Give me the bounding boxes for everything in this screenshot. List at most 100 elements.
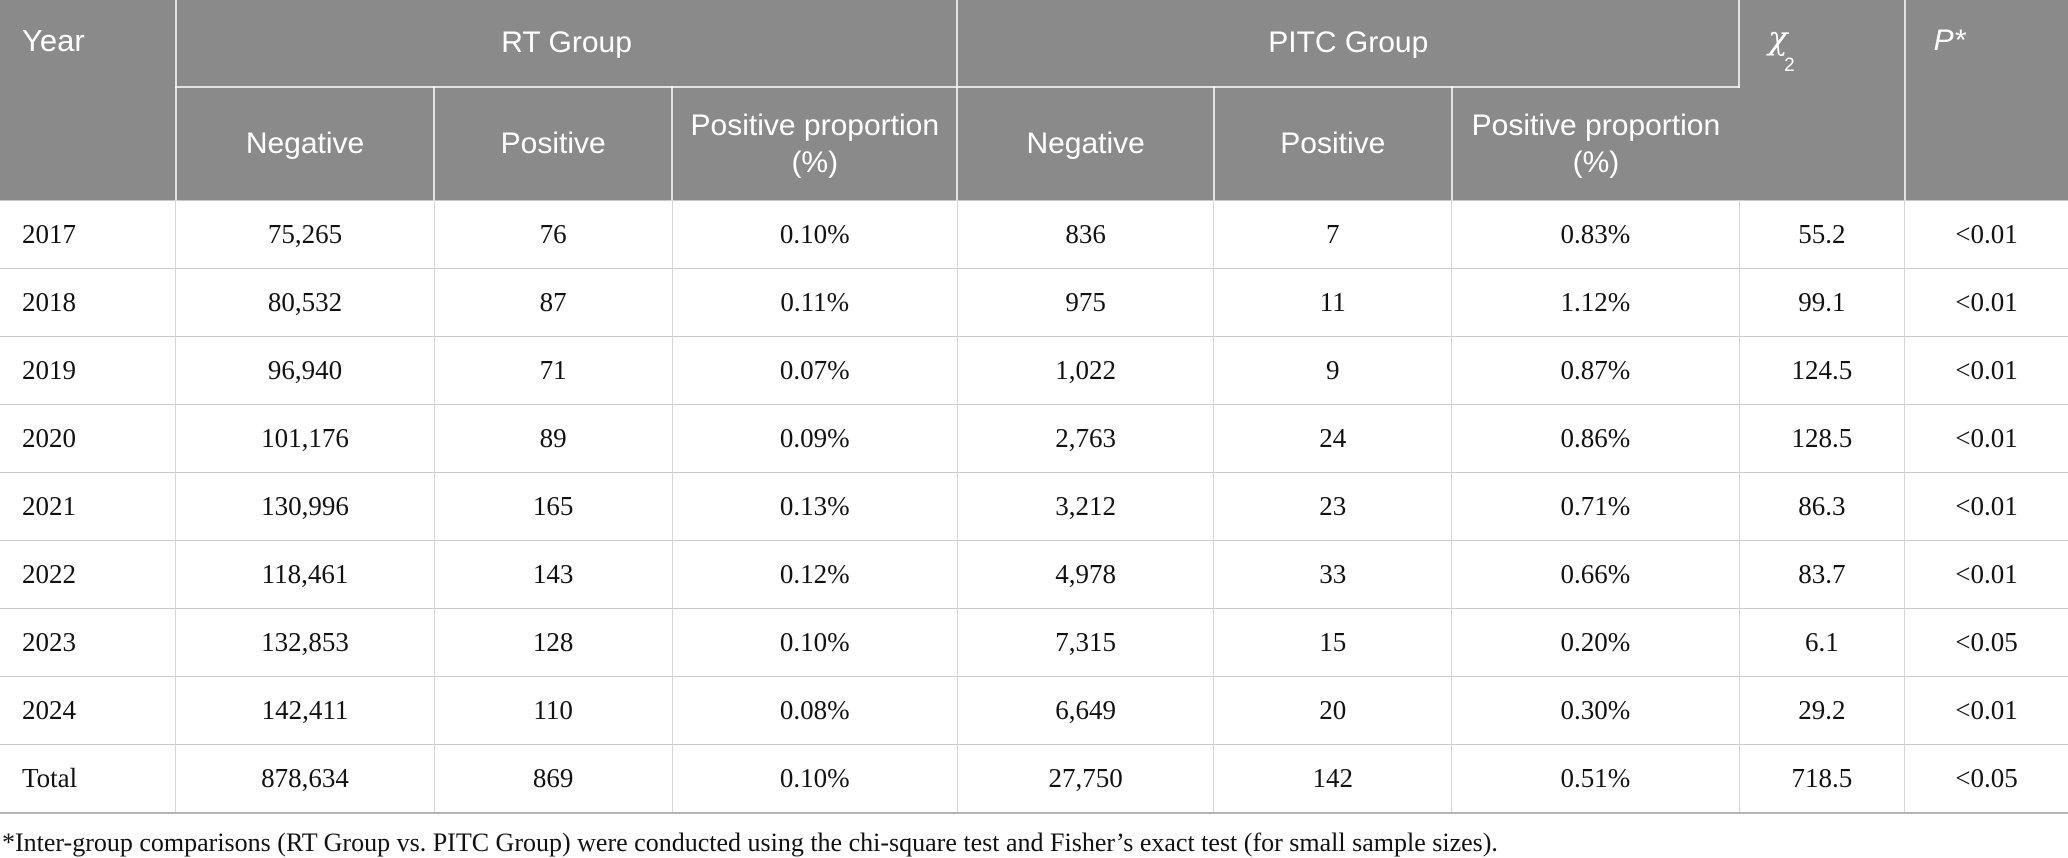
table-cell: 0.71% (1451, 472, 1740, 541)
year-cell: 2024 (0, 676, 177, 745)
table-cell: 86.3 (1739, 472, 1906, 541)
table-cell: <0.05 (1904, 744, 2068, 814)
table-row: 2019 96,940 71 0.07% 1,022 9 0.87% 124.5 <0.01 (0, 336, 2068, 405)
table-cell: 11 (1213, 268, 1453, 337)
table-row: 2023 132,853 128 0.10% 7,315 15 0.20% 6.1 <0.05 (0, 608, 2068, 677)
table-cell: 869 (434, 744, 673, 814)
table-row: 2020 101,176 89 0.09% 2,763 24 0.86% 128.5 <0.01 (0, 404, 2068, 473)
table-cell: 27,750 (957, 744, 1215, 814)
table-cell: 128.5 (1739, 404, 1906, 473)
year-cell: 2021 (0, 472, 177, 541)
table-cell: 75,265 (175, 200, 435, 269)
table-cell: 0.87% (1451, 336, 1740, 405)
year-cell: 2022 (0, 540, 177, 609)
subheader-pitc-positive: Positive (1213, 87, 1453, 201)
table-header: Year RT Group PITC Group χ 2 P* Negative… (0, 0, 2068, 201)
table-cell: 2,763 (957, 404, 1215, 473)
table-cell: 0.08% (672, 676, 958, 745)
header-p-value: P* (1904, 0, 2068, 201)
table-cell: 0.10% (672, 200, 958, 269)
table-cell: 118,461 (175, 540, 435, 609)
table-cell: 0.30% (1451, 676, 1740, 745)
table-cell: 1,022 (957, 336, 1215, 405)
table-cell: 55.2 (1739, 200, 1906, 269)
table-cell: 0.11% (672, 268, 958, 337)
chi-subscript: 2 (1784, 55, 1795, 76)
subheader-pitc-positive-proportion: Positive proportion (%) (1451, 87, 1740, 201)
table-cell: 0.07% (672, 336, 958, 405)
subheader-pitc-negative: Negative (957, 87, 1215, 201)
year-cell: 2023 (0, 608, 177, 677)
table-cell: 878,634 (175, 744, 435, 814)
table-cell: <0.01 (1904, 336, 2068, 405)
table-cell: 0.13% (672, 472, 958, 541)
table-cell: 124.5 (1739, 336, 1906, 405)
table-cell: <0.01 (1904, 472, 2068, 541)
header-year: Year (0, 0, 177, 201)
table-cell: 142,411 (175, 676, 435, 745)
table-footnote: *Inter-group comparisons (RT Group vs. P… (2, 828, 1498, 857)
table-cell: 4,978 (957, 540, 1215, 609)
table-cell: 0.09% (672, 404, 958, 473)
table-cell: <0.01 (1904, 676, 2068, 745)
table-cell: <0.01 (1904, 200, 2068, 269)
table-cell: 1.12% (1451, 268, 1740, 337)
chi-letter: χ (1768, 19, 1788, 57)
table-cell: 0.66% (1451, 540, 1740, 609)
year-cell: 2018 (0, 268, 177, 337)
table-cell: 71 (434, 336, 673, 405)
table-cell: 0.86% (1451, 404, 1740, 473)
table-cell: 87 (434, 268, 673, 337)
table-cell: 83.7 (1739, 540, 1906, 609)
table-cell: 0.20% (1451, 608, 1740, 677)
subheader-rt-negative: Negative (175, 87, 436, 201)
table-row: Total 878,634 869 0.10% 27,750 142 0.51% 718.5 <… (0, 744, 2068, 814)
header-group-row: Year RT Group PITC Group χ 2 P* (0, 0, 2068, 201)
header-sub-row: Negative Positive Positive proportion (%… (0, 87, 2068, 201)
table-cell: 33 (1213, 540, 1453, 609)
table-cell: 0.51% (1451, 744, 1740, 814)
table-cell: 165 (434, 472, 673, 541)
year-cell: 2020 (0, 404, 177, 473)
table-cell: 96,940 (175, 336, 435, 405)
table-cell: 6.1 (1739, 608, 1906, 677)
table-cell: 718.5 (1739, 744, 1906, 814)
table-cell: 89 (434, 404, 673, 473)
table-cell: 0.83% (1451, 200, 1740, 269)
table-cell: <0.01 (1904, 268, 2068, 337)
table-cell: 7,315 (957, 608, 1215, 677)
table-cell: 3,212 (957, 472, 1215, 541)
subheader-rt-positive: Positive (434, 87, 674, 201)
table-cell: 0.10% (672, 608, 958, 677)
header-rt-group: RT Group (175, 0, 959, 88)
year-cell: Total (0, 744, 177, 814)
table-cell: 9 (1213, 336, 1453, 405)
table-cell: 23 (1213, 472, 1453, 541)
table-cell: 128 (434, 608, 673, 677)
table-cell: 15 (1213, 608, 1453, 677)
table-body: 2017 75,265 76 0.10% 836 7 0.83% 55.2 <0.01 2018 8… (0, 200, 2068, 814)
table-cell: 836 (957, 200, 1215, 269)
table-cell: 143 (434, 540, 673, 609)
table-cell: 76 (434, 200, 673, 269)
table-cell: 20 (1213, 676, 1453, 745)
table-row: 2021 130,996 165 0.13% 3,212 23 0.71% 86.3 <0.01 (0, 472, 2068, 541)
table-cell: 7 (1213, 200, 1453, 269)
table-cell: 80,532 (175, 268, 435, 337)
table-cell: 24 (1213, 404, 1453, 473)
table-cell: 29.2 (1739, 676, 1906, 745)
table-cell: 110 (434, 676, 673, 745)
table-cell: 142 (1213, 744, 1453, 814)
table-row: 2018 80,532 87 0.11% 975 11 1.12% 99.1 <0.01 (0, 268, 2068, 337)
table-cell: <0.01 (1904, 404, 2068, 473)
year-cell: 2019 (0, 336, 177, 405)
subheader-rt-positive-proportion: Positive proportion (%) (672, 87, 959, 201)
table-row: 2024 142,411 110 0.08% 6,649 20 0.30% 29.2 <0.01 (0, 676, 2068, 745)
chi-square-symbol: χ 2 (1768, 22, 1795, 75)
table-cell: <0.05 (1904, 608, 2068, 677)
table-cell: <0.01 (1904, 540, 2068, 609)
results-table: Year RT Group PITC Group χ 2 P* Negative… (0, 0, 2068, 814)
header-chi-square: χ 2 (1739, 0, 1906, 201)
table-row: 2017 75,265 76 0.10% 836 7 0.83% 55.2 <0.01 (0, 200, 2068, 269)
